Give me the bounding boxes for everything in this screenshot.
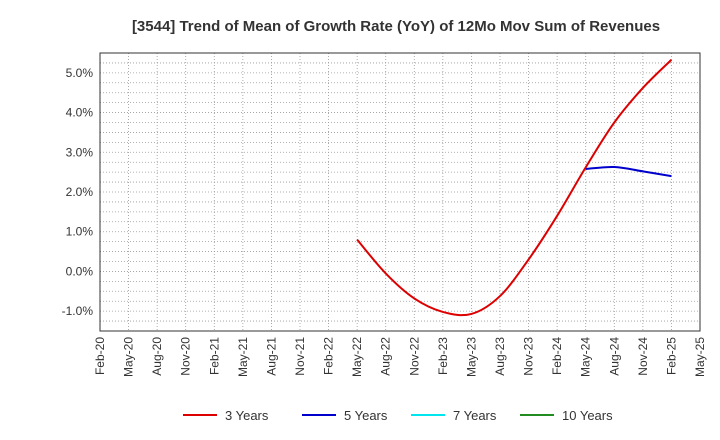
legend-label: 3 Years xyxy=(225,408,269,423)
x-tick-label: Feb-24 xyxy=(550,337,564,375)
x-tick-label: Nov-24 xyxy=(636,337,650,376)
grid xyxy=(100,53,700,331)
legend-label: 5 Years xyxy=(344,408,388,423)
x-tick-label: Aug-20 xyxy=(150,337,164,376)
x-tick-label: Feb-21 xyxy=(207,337,221,375)
x-tick-label: May-23 xyxy=(464,337,478,377)
x-tick-label: Aug-24 xyxy=(607,337,621,376)
y-tick-label: 4.0% xyxy=(66,106,94,120)
x-tick-label: May-21 xyxy=(236,337,250,377)
plot-area xyxy=(99,52,701,332)
series-layer xyxy=(356,59,673,317)
x-tick-label: Feb-22 xyxy=(322,337,336,375)
x-tick-label: Feb-25 xyxy=(664,337,678,375)
x-tick-label: May-25 xyxy=(693,337,707,377)
x-tick-label: Aug-22 xyxy=(379,337,393,376)
series-line-5-years xyxy=(585,165,672,178)
series-line-3-years xyxy=(356,59,673,317)
legend-label: 10 Years xyxy=(562,408,613,423)
x-tick-label: May-24 xyxy=(579,337,593,377)
x-tick-label: Aug-23 xyxy=(493,337,507,376)
y-tick-label: 3.0% xyxy=(66,145,94,159)
chart-title: [3544] Trend of Mean of Growth Rate (YoY… xyxy=(132,18,660,35)
y-tick-label: -1.0% xyxy=(62,304,94,318)
x-tick-label: Nov-22 xyxy=(407,337,421,376)
x-tick-label: Aug-21 xyxy=(264,337,278,376)
x-tick-label: Nov-21 xyxy=(293,337,307,376)
x-tick-label: May-20 xyxy=(122,337,136,377)
legend-label: 7 Years xyxy=(453,408,497,423)
x-tick-label: Feb-20 xyxy=(93,337,107,375)
x-tick-label: Nov-20 xyxy=(179,337,193,376)
y-axis: -1.0% 0.0% 1.0% 2.0% 3.0% 4.0% 5.0% xyxy=(62,66,94,318)
x-axis: Feb-20 May-20 Aug-20 Nov-20 Feb-21 May-21 Aug-… xyxy=(93,337,707,377)
y-tick-label: 1.0% xyxy=(66,225,94,239)
x-tick-label: Feb-23 xyxy=(436,337,450,375)
y-tick-label: 5.0% xyxy=(66,66,94,80)
legend: 3 Years 5 Years 7 Years 10 Years xyxy=(183,408,613,423)
x-tick-label: Nov-23 xyxy=(522,337,536,376)
x-tick-label: May-22 xyxy=(350,337,364,377)
y-tick-label: 0.0% xyxy=(66,264,94,278)
y-tick-label: 2.0% xyxy=(66,185,94,199)
